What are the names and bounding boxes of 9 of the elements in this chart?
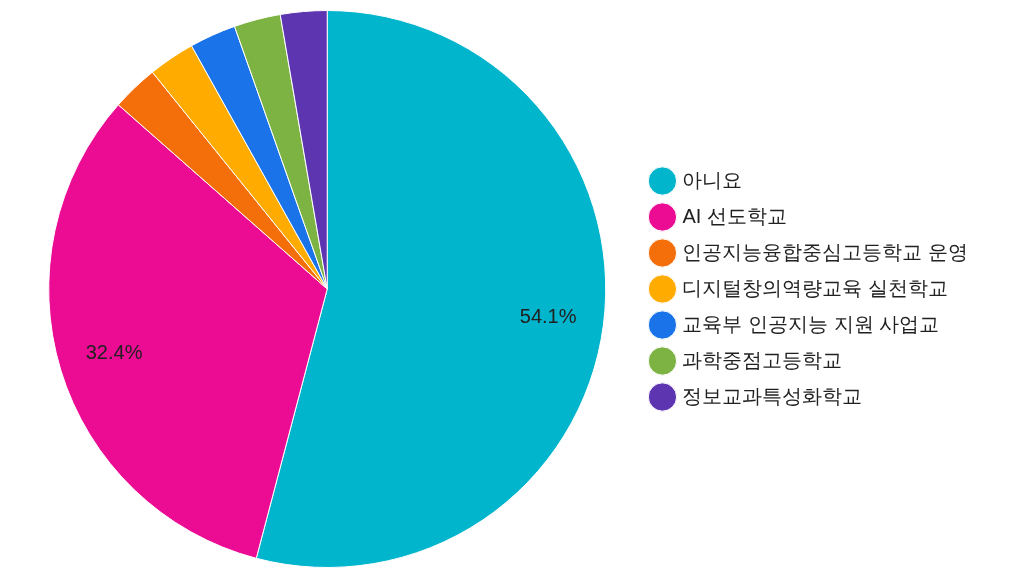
data-label: 32.4% <box>85 341 143 364</box>
legend-label: 디지털창의역량교육 실천학교 <box>682 276 949 299</box>
data-label: 54.1% <box>519 305 577 328</box>
legend-label: 인공지능융합중심고등학교 운영 <box>682 240 969 263</box>
legend-label: 정보교과특성화학교 <box>682 384 863 407</box>
legend-label: AI 선도학교 <box>682 204 787 227</box>
legend-label: 교육부 인공지능 지원 사업교 <box>682 312 940 335</box>
legend-label: 아니요 <box>682 168 743 191</box>
legend-label: 과학중점고등학교 <box>682 348 843 371</box>
